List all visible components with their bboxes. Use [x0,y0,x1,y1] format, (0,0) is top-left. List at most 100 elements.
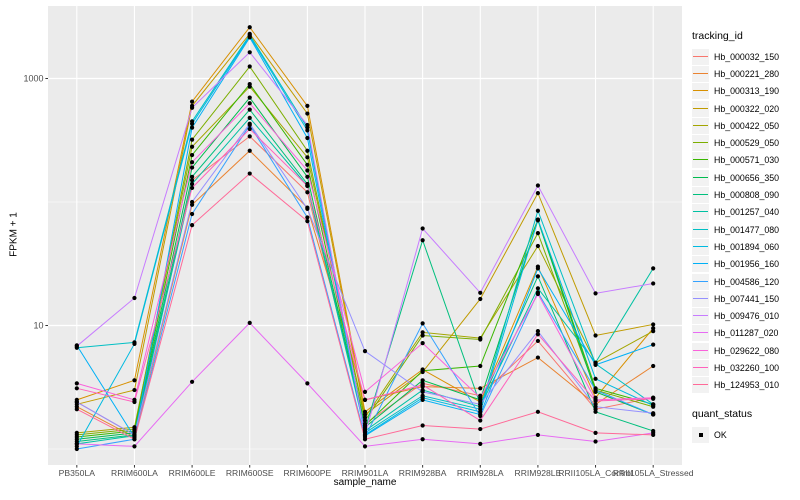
line-swatch-icon [693,107,708,109]
data-point [74,386,79,391]
line-swatch-icon [693,194,708,196]
data-point [132,387,137,393]
legend-item-label: Hb_000422_050 [714,120,780,131]
legend-item-Hb_004586_120: Hb_004586_120 [692,273,779,290]
data-point [189,105,195,110]
data-point [74,399,79,405]
y-tick-label: 1000 [23,74,43,84]
legend-item-label: Hb_124953_010 [714,380,780,391]
data-point [305,135,310,141]
data-point [420,389,425,394]
data-point [305,122,310,128]
data-point [535,191,541,196]
data-point [247,64,252,69]
data-point [478,395,483,400]
data-point [593,404,598,409]
data-point [478,363,483,369]
legend-item-label: Hb_000571_030 [714,155,780,166]
data-point [247,126,252,132]
data-point [189,125,195,130]
data-point [362,389,368,394]
data-point [132,295,137,301]
data-point [247,148,252,153]
data-point [478,402,483,407]
legend-item-Hb_029622_080: Hb_029622_080 [692,342,779,359]
data-point [189,211,195,217]
y-axis-title: FPKM + 1 [8,212,20,257]
data-point [189,165,195,170]
line-swatch-icon [693,384,708,386]
data-point [420,378,425,383]
data-point [305,168,310,173]
data-point [189,144,195,149]
legend-item-label: Hb_001956_160 [714,259,780,270]
x-tick-label: RRIM600LE [169,468,216,478]
data-point [74,446,79,452]
legend-item-Hb_011287_020: Hb_011287_020 [692,325,779,342]
legend-item-label: Hb_001477_080 [714,224,780,235]
data-point [420,397,425,402]
legend-items: Hb_000032_150 Hb_000221_280 Hb_000313_190 H… [692,48,779,394]
data-point [189,223,195,228]
x-tick-label: RRII105LA_Stressed [613,468,694,478]
x-tick-label: RRIM600SE [226,468,274,478]
x-axis-title: sample_name [333,477,397,488]
data-point [305,103,310,108]
legend-key [692,187,709,204]
legend-item-label: Hb_029622_080 [714,345,780,356]
line-swatch-icon [693,263,708,265]
data-point [305,190,310,195]
data-point [593,387,598,393]
data-point [247,107,252,112]
data-point [535,409,541,414]
data-point [132,378,137,383]
legend-item-Hb_124953_010: Hb_124953_010 [692,377,779,394]
legend-item-label: Hb_000313_190 [714,86,780,97]
line-swatch-icon [693,124,708,126]
data-point [478,296,483,302]
data-point [74,441,79,446]
data-point [132,341,137,346]
legend-quant-status: quant_status OK [692,408,752,443]
x-tick-label: RRIM928LA [457,468,504,478]
line-swatch-icon [693,176,708,178]
data-point [362,349,368,354]
data-point [247,121,252,126]
legend-key [692,359,709,376]
data-point [247,115,252,120]
data-point [247,101,252,106]
data-point [305,381,310,386]
data-point [651,363,656,369]
legend-item-Hb_001477_080: Hb_001477_080 [692,221,779,238]
data-point [420,238,425,243]
data-point [651,432,656,438]
data-point [420,368,425,373]
legend-key [692,100,709,117]
data-point [535,355,541,360]
data-point [189,199,195,205]
line-swatch-icon [693,228,708,230]
legend-item-Hb_001956_160: Hb_001956_160 [692,256,779,273]
legend-item-Hb_000422_050: Hb_000422_050 [692,117,779,134]
data-point [535,329,541,334]
legend-item-label: Hb_000322_020 [714,103,780,114]
legend-key [692,221,709,238]
data-point [535,432,541,438]
data-point [535,274,541,279]
data-point [535,332,541,337]
legend-item-Hb_000032_150: Hb_000032_150 [692,48,779,65]
data-point [305,155,310,160]
y-tick-label: 10 [33,321,43,331]
legend-key [692,238,709,255]
legend-item-label: Hb_004586_120 [714,276,780,287]
line-swatch-icon [693,159,708,161]
legend-item-label: OK [714,429,727,440]
data-point [189,178,195,183]
legend-key [692,256,709,273]
legend-item-Hb_001257_040: Hb_001257_040 [692,204,779,221]
legend-key [692,65,709,82]
data-point [593,439,598,444]
legend-key [692,342,709,359]
line-swatch-icon [693,55,708,57]
